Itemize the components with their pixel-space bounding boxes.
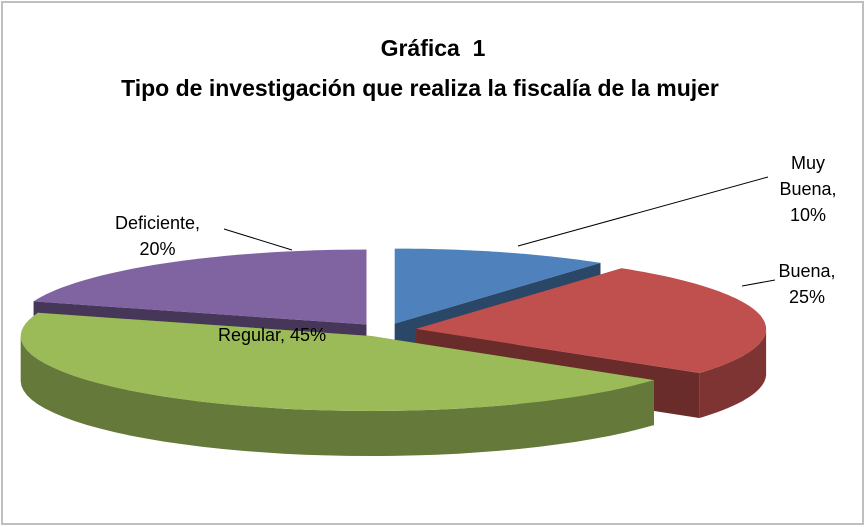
chart-subtitle: Tipo de investigación que realiza la fis… [121,75,719,101]
slice-wall [699,328,767,418]
data-label: Muy Buena, 10% [779,153,837,225]
slice-wall-shade [699,328,767,418]
slice-top [33,249,367,325]
leader-line [741,279,776,287]
data-label: Buena, 25% [778,261,836,307]
slice-wall [20,336,654,456]
leader-line [517,176,769,247]
pie-slice [20,312,654,456]
slice-top [416,268,767,373]
data-label: Deficiente, 20% [114,213,201,259]
chart-title: Gráfica 1 [380,35,486,61]
data-label: Regular, 45% [218,325,327,345]
slice-top [20,312,654,411]
leader-line [223,228,293,251]
slice-wall-shade [20,336,654,456]
slice-top [394,248,601,324]
